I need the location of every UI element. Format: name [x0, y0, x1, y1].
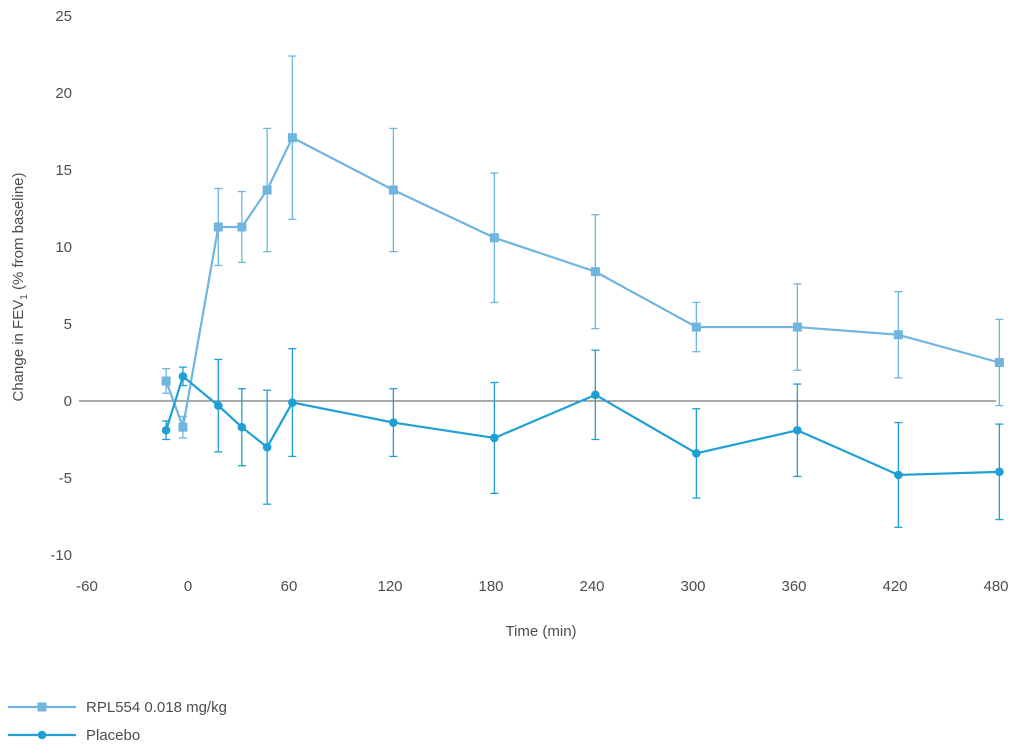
- x-tick-label: -60: [76, 578, 98, 595]
- y-axis-title-main: Change in FEV: [10, 300, 27, 402]
- legend: RPL554 0.018 mg/kg Placebo: [8, 699, 227, 744]
- data-point: [691, 322, 701, 332]
- x-tick-label: 480: [983, 578, 1008, 595]
- data-point: [591, 390, 600, 400]
- data-point: [490, 433, 499, 443]
- x-tick-labels: -60 0 60 120 180 240 300 360 420 480: [76, 578, 1008, 595]
- data-point: [262, 442, 272, 452]
- y-axis-title-subscript: 1: [19, 294, 30, 300]
- y-tick-label: 10: [55, 239, 72, 256]
- x-tick-label: 60: [281, 578, 298, 595]
- data-point: [793, 425, 802, 435]
- series-line: [165, 375, 1000, 477]
- series-line: [165, 136, 1000, 429]
- data-point: [288, 398, 297, 407]
- x-tick-label: 180: [478, 578, 503, 595]
- y-axis-title-suffix: (% from baseline): [10, 172, 27, 294]
- data-point: [388, 185, 398, 195]
- x-tick-label: 120: [377, 578, 402, 595]
- series-1: [161, 55, 1004, 439]
- series-layer: [161, 55, 1004, 528]
- legend-label: RPL554 0.018 mg/kg: [86, 699, 227, 716]
- series-2: [161, 347, 1004, 528]
- data-point: [893, 330, 903, 340]
- data-point: [994, 358, 1004, 367]
- legend-label: Placebo: [86, 727, 140, 744]
- data-point: [489, 233, 499, 243]
- data-point: [161, 425, 171, 435]
- y-axis-title: Change in FEV1 (% from baseline): [10, 172, 30, 401]
- x-tick-label: 240: [579, 578, 604, 595]
- data-point: [237, 422, 247, 432]
- data-point: [213, 222, 223, 232]
- x-tick-label: 300: [680, 578, 705, 595]
- data-point: [995, 467, 1004, 477]
- y-tick-label: 15: [55, 162, 72, 179]
- y-tick-labels: -10 -5 0 5 10 15 20 25: [50, 8, 72, 564]
- data-point: [262, 185, 272, 195]
- data-point: [389, 418, 398, 427]
- data-point: [214, 401, 223, 410]
- y-tick-label: -5: [59, 470, 72, 487]
- x-tick-label: 360: [781, 578, 806, 595]
- data-point: [792, 322, 802, 332]
- data-point: [178, 372, 188, 381]
- legend-swatch-marker: [37, 730, 47, 740]
- data-point: [287, 133, 297, 143]
- legend-item: Placebo: [8, 727, 140, 744]
- data-point: [692, 449, 701, 458]
- data-point: [237, 222, 247, 232]
- x-tick-label: 420: [882, 578, 907, 595]
- y-tick-label: 5: [64, 316, 72, 333]
- data-point: [161, 376, 171, 386]
- x-axis-title: Time (min): [505, 623, 576, 640]
- y-tick-label: 20: [55, 85, 72, 102]
- y-tick-label: -10: [50, 547, 72, 564]
- y-tick-label: 0: [64, 393, 72, 410]
- x-tick-label: 0: [184, 578, 192, 595]
- data-point: [590, 267, 600, 277]
- legend-swatch-marker: [37, 702, 47, 712]
- data-point: [178, 422, 188, 432]
- legend-item: RPL554 0.018 mg/kg: [8, 699, 227, 716]
- data-point: [894, 470, 903, 480]
- y-tick-label: 25: [55, 8, 72, 25]
